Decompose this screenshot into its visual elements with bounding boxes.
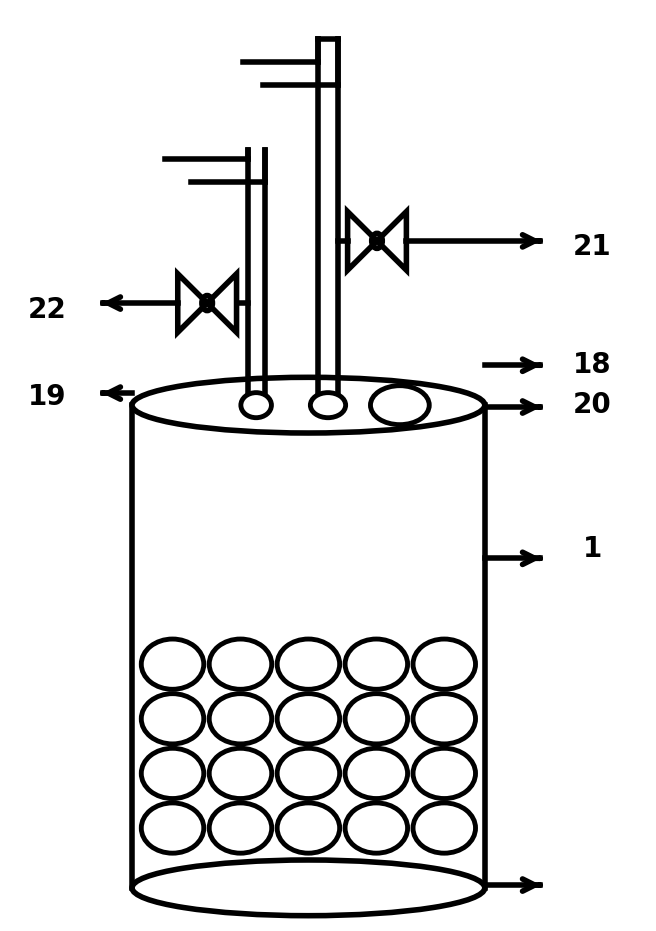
Ellipse shape <box>277 639 340 689</box>
Ellipse shape <box>345 639 407 689</box>
Ellipse shape <box>132 377 485 433</box>
Ellipse shape <box>241 393 272 418</box>
Ellipse shape <box>141 639 204 689</box>
Ellipse shape <box>209 749 272 799</box>
Ellipse shape <box>345 749 407 799</box>
Ellipse shape <box>141 803 204 853</box>
Ellipse shape <box>209 639 272 689</box>
Ellipse shape <box>310 393 346 418</box>
Ellipse shape <box>413 803 476 853</box>
Ellipse shape <box>413 639 476 689</box>
Ellipse shape <box>413 749 476 799</box>
Ellipse shape <box>277 694 340 744</box>
Ellipse shape <box>345 694 407 744</box>
Ellipse shape <box>141 749 204 799</box>
Text: 1: 1 <box>583 535 602 563</box>
Ellipse shape <box>371 385 429 425</box>
Text: 22: 22 <box>28 295 66 324</box>
Text: 20: 20 <box>573 391 612 419</box>
Ellipse shape <box>277 803 340 853</box>
Text: 19: 19 <box>28 383 66 411</box>
Ellipse shape <box>277 749 340 799</box>
Ellipse shape <box>345 803 407 853</box>
Ellipse shape <box>413 694 476 744</box>
Text: 18: 18 <box>573 351 612 379</box>
Ellipse shape <box>209 803 272 853</box>
Text: 21: 21 <box>573 234 612 262</box>
Ellipse shape <box>141 694 204 744</box>
Ellipse shape <box>209 694 272 744</box>
